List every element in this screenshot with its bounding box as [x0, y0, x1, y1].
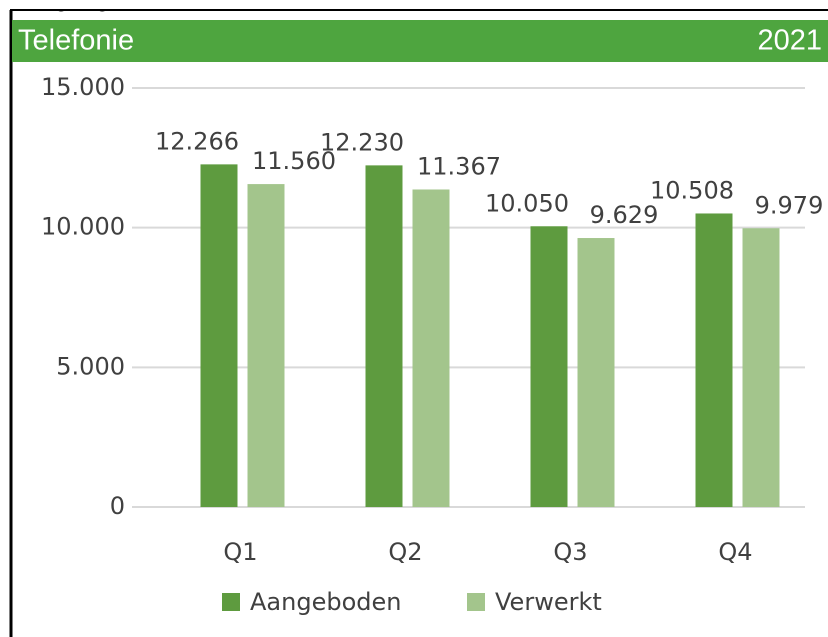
- value-label: 11.560: [252, 147, 336, 175]
- chart-subtitle: 2021: [757, 25, 822, 57]
- legend-swatch: [467, 593, 485, 611]
- y-tick-label: 0: [110, 492, 125, 520]
- chart-header: [12, 20, 828, 62]
- value-label: 10.050: [485, 189, 569, 217]
- bar: [412, 189, 450, 507]
- bar: [530, 226, 568, 507]
- value-label: 10.508: [650, 176, 734, 204]
- y-tick-label: 15.000: [41, 73, 125, 101]
- bar: [247, 184, 285, 507]
- bar: [695, 213, 733, 507]
- legend-swatch: [222, 593, 240, 611]
- x-tick-label: Q2: [388, 538, 422, 566]
- value-label: 9.979: [755, 191, 824, 219]
- y-tick-label: 10.000: [41, 213, 125, 241]
- bar: [742, 228, 780, 507]
- chart-title: Telefonie: [18, 25, 134, 57]
- legend-label: Aangeboden: [250, 588, 401, 616]
- x-tick-label: Q3: [553, 538, 587, 566]
- clip-cover: [0, 0, 828, 9]
- y-tick-label: 5.000: [56, 352, 125, 380]
- value-label: 9.629: [590, 201, 659, 229]
- value-label: 12.266: [155, 127, 239, 155]
- x-tick-label: Q1: [223, 538, 257, 566]
- value-label: 11.367: [417, 152, 501, 180]
- x-tick-label: Q4: [718, 538, 752, 566]
- bar: [365, 165, 403, 507]
- bar: [200, 164, 238, 507]
- value-label: 12.230: [320, 128, 404, 156]
- bar: [577, 238, 615, 507]
- legend-label: Verwerkt: [495, 588, 602, 616]
